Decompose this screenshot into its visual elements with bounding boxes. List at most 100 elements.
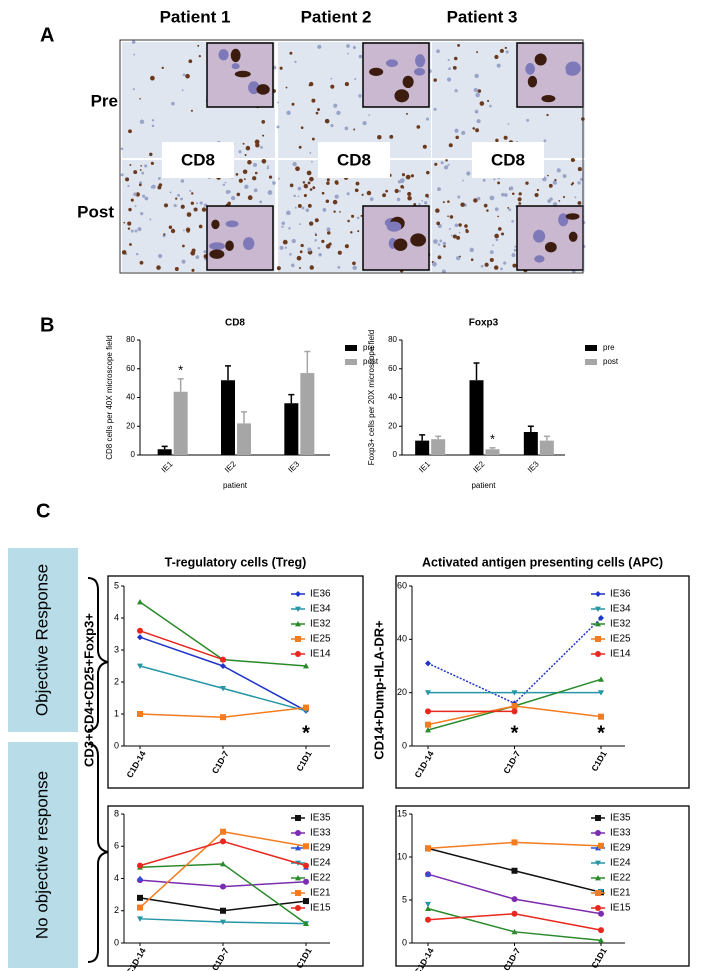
stain-dot bbox=[511, 192, 515, 195]
stain-dot bbox=[297, 203, 302, 208]
stain-dot bbox=[358, 94, 362, 98]
legend-label: IE33 bbox=[310, 828, 331, 839]
stain-dot bbox=[493, 178, 496, 181]
stain-dot bbox=[497, 215, 499, 218]
stain-dot bbox=[405, 112, 408, 115]
point bbox=[598, 713, 604, 720]
cell bbox=[256, 84, 270, 95]
stain-label: CD8 bbox=[491, 150, 525, 169]
stain-dot bbox=[238, 178, 243, 183]
stain-dot bbox=[433, 107, 437, 111]
point bbox=[425, 690, 431, 696]
stain-dot bbox=[277, 101, 279, 104]
stain-dot bbox=[279, 245, 284, 250]
y-axis-label: CD3+CD4+CD25+Foxp3+ bbox=[81, 613, 96, 767]
group-label: No objective response bbox=[32, 771, 51, 939]
point bbox=[425, 727, 431, 733]
point bbox=[598, 690, 604, 696]
stain-dot bbox=[558, 200, 561, 202]
stain-dot bbox=[458, 231, 461, 234]
stain-dot bbox=[289, 253, 292, 256]
stain-dot bbox=[254, 139, 260, 145]
stain-dot bbox=[128, 129, 132, 134]
stain-dot bbox=[402, 187, 405, 189]
stain-dot bbox=[426, 170, 430, 175]
stain-dot bbox=[577, 201, 582, 205]
stain-dot bbox=[163, 233, 166, 236]
legend-label: IE29 bbox=[310, 843, 331, 854]
stain-dot bbox=[291, 238, 296, 244]
stain-label-box bbox=[162, 142, 234, 178]
point bbox=[303, 920, 309, 927]
stain-dot bbox=[489, 104, 492, 108]
stain-dot bbox=[570, 158, 575, 162]
chart-frame bbox=[395, 575, 690, 789]
stain-dot bbox=[139, 181, 143, 185]
stain-dot bbox=[150, 185, 154, 189]
stain-dot bbox=[344, 126, 349, 131]
stain-dot bbox=[344, 244, 349, 249]
group-box bbox=[8, 548, 78, 732]
stain-dot bbox=[351, 214, 355, 218]
stain-dot bbox=[289, 183, 294, 188]
legend-marker bbox=[295, 815, 301, 821]
stain-dot bbox=[292, 161, 297, 167]
stain-dot bbox=[352, 265, 357, 271]
stain-dot bbox=[227, 190, 231, 194]
stain-dot bbox=[318, 253, 322, 257]
stain-dot bbox=[281, 225, 284, 228]
stain-dot bbox=[552, 180, 558, 185]
x-tick-label: C1D-14 bbox=[412, 946, 435, 971]
stain-dot bbox=[266, 167, 270, 170]
y-tick-label: 0 bbox=[114, 740, 119, 750]
annotation: * bbox=[302, 722, 310, 744]
panel-label: B bbox=[40, 314, 54, 336]
stain-dot bbox=[357, 230, 360, 233]
column-label: Patient 1 bbox=[160, 7, 231, 26]
point bbox=[137, 904, 143, 911]
stain-dot bbox=[268, 175, 273, 179]
stain-dot bbox=[475, 128, 480, 133]
bar bbox=[431, 439, 446, 455]
stain-dot bbox=[125, 177, 130, 182]
y-tick-label: 8 bbox=[114, 808, 119, 818]
y-tick-label: 1 bbox=[114, 708, 119, 718]
legend-marker bbox=[595, 651, 601, 657]
stain-dot bbox=[452, 66, 457, 70]
stain-dot bbox=[433, 239, 438, 244]
legend-label: IE15 bbox=[310, 903, 331, 914]
cell bbox=[410, 233, 427, 247]
legend-label: post bbox=[603, 357, 619, 366]
point bbox=[137, 599, 143, 605]
legend-label: IE29 bbox=[610, 843, 631, 854]
legend-marker bbox=[295, 875, 301, 881]
stain-dot bbox=[171, 101, 175, 106]
stain-dot bbox=[352, 45, 356, 50]
stain-dot bbox=[494, 54, 499, 60]
stain-dot bbox=[562, 174, 567, 179]
point bbox=[598, 910, 604, 917]
annotation: * bbox=[511, 722, 519, 744]
stain-dot bbox=[139, 169, 142, 171]
point bbox=[598, 842, 604, 849]
chart-frame bbox=[395, 805, 690, 967]
stain-dot bbox=[161, 66, 164, 69]
stain-dot bbox=[198, 55, 201, 58]
stain-dot bbox=[337, 250, 342, 255]
point bbox=[598, 937, 604, 943]
cell bbox=[544, 242, 557, 253]
stain-dot bbox=[453, 56, 458, 61]
point bbox=[303, 663, 309, 669]
stain-dot bbox=[554, 178, 557, 182]
x-tick-label: IE1 bbox=[417, 459, 432, 474]
stain-dot bbox=[443, 244, 446, 248]
stain-dot bbox=[169, 191, 172, 194]
stain-dot bbox=[163, 203, 169, 208]
legend-swatch bbox=[585, 345, 597, 351]
stain-dot bbox=[389, 134, 394, 139]
cell bbox=[565, 213, 580, 220]
stain-dot bbox=[433, 78, 437, 82]
cell bbox=[534, 255, 545, 263]
y-axis-label: Foxp3+ cells per 20X microscope field bbox=[367, 330, 376, 465]
stain-dot bbox=[260, 145, 263, 149]
